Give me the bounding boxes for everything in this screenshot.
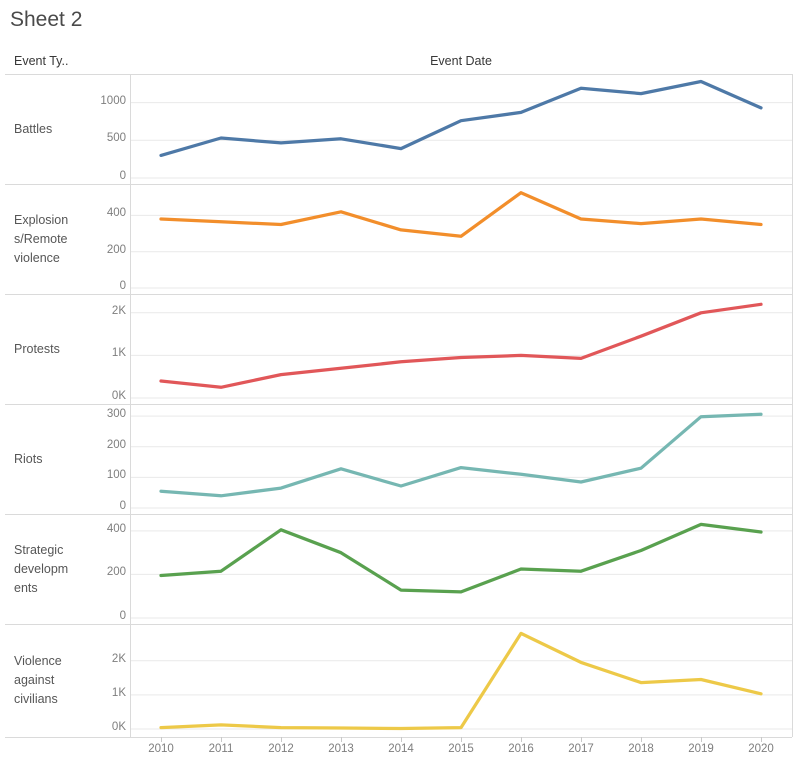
plot-area [130,79,792,179]
x-axis-tick [521,737,522,742]
x-axis-label: 2013 [328,743,354,755]
x-axis-tick [641,737,642,742]
row-separator [5,514,792,515]
x-axis-tick [221,737,222,742]
x-axis-tick [401,737,402,742]
series-line[interactable] [159,302,763,389]
chart-row: Battles 0 500 1000 [0,74,801,184]
x-axis-label: 2020 [748,743,774,755]
row-header-label-line: Strategic [14,542,64,557]
row-separator [5,624,792,625]
x-axis-tick [341,737,342,742]
row-header-label-line: violence [14,250,60,265]
y-tick-label: 2K [111,304,126,317]
y-tick-label: 0 [119,500,126,512]
x-axis-label: 2014 [388,743,414,755]
y-tick-label: 100 [106,469,126,482]
row-header-label-line: against [14,673,55,687]
y-tick-label: 400 [106,207,126,220]
x-axis-label: 2019 [688,743,714,755]
plot-area [130,412,792,509]
y-tick-label: 0 [119,280,126,292]
x-axis-label: 2011 [208,743,234,755]
series-line[interactable] [159,631,763,731]
row-header-label-line: Explosion [14,212,69,227]
y-tick-label: 1000 [100,94,126,107]
row-header-label-line: Violence [14,654,62,668]
row-header-label[interactable]: Battles [14,74,102,184]
x-axis-label: 2010 [148,743,174,755]
y-tick-label: 2K [111,652,126,665]
row-field-header[interactable]: Event Ty.. [14,54,69,68]
y-tick-label: 0K [111,390,126,402]
y-tick-label: 0 [119,610,126,622]
chart-row: Explosion s/Remote violence 0 200 400 [0,184,801,294]
series-line[interactable] [159,412,763,498]
row-header-label-line: civilians [14,692,58,706]
column-field-header[interactable]: Event Date [430,54,492,68]
x-axis-tick [461,737,462,742]
x-axis-tick [761,737,762,742]
chart-row: Riots 0 100 200 300 [0,404,801,514]
row-separator [5,404,792,405]
y-tick-label: 300 [106,408,126,421]
chart-row: Strategic developm ents 0 200 400 [0,514,801,624]
y-tick-label: 1K [111,686,126,699]
row-header-label-line: ents [14,580,38,595]
x-axis-label: 2012 [268,743,294,755]
row-header-label[interactable]: Explosion s/Remote violence [14,184,102,294]
series-line[interactable] [159,79,763,158]
row-separator [5,184,792,185]
chart-row: Violence against civilians 0K 1K 2K [0,624,801,737]
row-header-label[interactable]: Riots [14,404,102,514]
row-header-label-line: Protests [14,341,60,356]
chart-row: Protests 0K 1K 2K [0,294,801,404]
page-title: Sheet 2 [10,8,83,31]
y-tick-label: 0K [111,721,126,733]
series-line[interactable] [159,522,763,594]
row-header-label-line: developm [14,561,69,576]
y-tick-label: 1K [111,347,126,360]
row-header-label[interactable]: Protests [14,294,102,404]
y-tick-label: 200 [106,566,126,579]
y-tick-label: 0 [119,170,126,182]
x-axis-label: 2018 [628,743,654,755]
row-header-label[interactable]: Strategic developm ents [14,514,102,624]
plot-area [130,631,792,731]
row-header-label[interactable]: Violence against civilians [14,624,102,737]
row-header-label-line: s/Remote [14,231,68,246]
y-tick-label: 500 [106,132,126,145]
panel-border [130,74,131,737]
y-tick-label: 200 [106,438,126,451]
x-axis-label: 2017 [568,743,594,755]
plot-area [130,302,792,399]
plot-area [130,191,792,289]
row-separator [5,294,792,295]
x-axis-tick [701,737,702,742]
panel-border [792,74,793,737]
x-axis-tick [161,737,162,742]
row-header-label-line: Battles [14,121,53,136]
row-header-label-line: Riots [14,451,43,466]
series-line[interactable] [159,191,763,238]
x-axis-tick [281,737,282,742]
x-axis-tick [581,737,582,742]
row-separator [5,737,792,738]
y-tick-label: 200 [106,243,126,256]
plot-area [130,522,792,619]
x-axis-label: 2016 [508,743,534,755]
x-axis-label: 2015 [448,743,474,755]
row-separator [5,74,792,75]
y-tick-label: 400 [106,522,126,535]
